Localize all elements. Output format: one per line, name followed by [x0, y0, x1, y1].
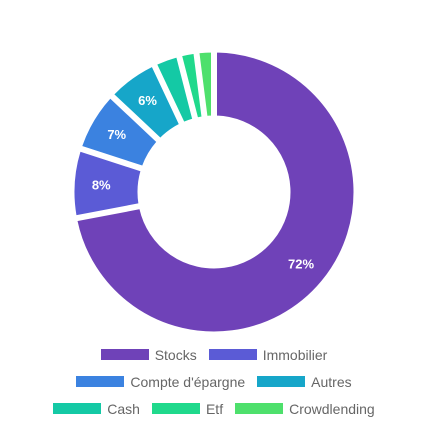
legend-item-etf[interactable]: Etf	[151, 400, 224, 417]
slices-group	[73, 51, 355, 333]
legend-row: Stocks Immobilier	[0, 341, 428, 368]
legend-item-autres[interactable]: Autres	[257, 373, 352, 390]
donut-chart: 72% 8% 7% 6%	[73, 51, 355, 333]
legend-label: Cash	[107, 400, 140, 417]
legend-item-immobilier[interactable]: Immobilier	[208, 346, 328, 363]
legend-item-crowdlending[interactable]: Crowdlending	[235, 401, 375, 417]
legend-swatch	[76, 376, 125, 387]
slice-stocks[interactable]	[76, 51, 355, 333]
legend-swatch	[257, 376, 306, 387]
chart-legend: Stocks Immobilier Compte d'épargne Autres Ca…	[0, 341, 428, 422]
legend-swatch	[208, 349, 257, 360]
slice-label-autres: 6%	[138, 93, 157, 108]
legend-label: Etf	[205, 400, 224, 417]
slice-label-compte-d-epargne: 7%	[107, 127, 126, 142]
slice-immobilier[interactable]	[73, 150, 142, 217]
legend-row: Compte d'épargne Autres	[0, 368, 428, 395]
legend-label: Autres	[311, 373, 352, 390]
legend-label: Crowdlending	[289, 400, 375, 417]
slice-label-immobilier: 8%	[92, 177, 111, 192]
slice-label-stocks: 72%	[288, 257, 314, 272]
legend-swatch	[151, 403, 200, 414]
legend-item-stocks[interactable]: Stocks	[100, 346, 197, 363]
legend-item-cash[interactable]: Cash	[53, 401, 140, 417]
slice-cash[interactable]	[156, 56, 194, 123]
legend-label: Compte d'épargne	[130, 373, 246, 390]
legend-swatch	[235, 403, 284, 414]
legend-row: Cash Etf Crowdlending	[0, 395, 428, 422]
legend-item-compte-d-epargne[interactable]: Compte d'épargne	[76, 374, 245, 390]
legend-swatch	[53, 403, 102, 414]
legend-label: Immobilier	[262, 346, 328, 363]
slice-autres[interactable]	[113, 65, 180, 139]
legend-swatch	[100, 349, 149, 360]
slice-compte-d-epargne[interactable]	[81, 97, 158, 167]
slice-crowdlending[interactable]	[198, 51, 212, 117]
legend-label: Stocks	[154, 346, 197, 363]
slice-labels-group: 72% 8% 7% 6%	[92, 93, 315, 271]
slice-etf[interactable]	[181, 52, 203, 119]
